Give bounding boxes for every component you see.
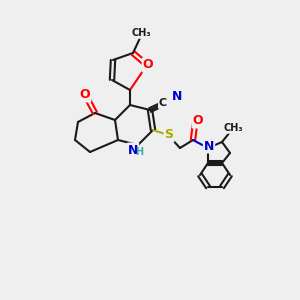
- Text: CH₃: CH₃: [223, 123, 243, 133]
- Text: N: N: [128, 143, 138, 157]
- Text: O: O: [193, 115, 203, 128]
- Text: O: O: [80, 88, 90, 101]
- Text: S: S: [164, 128, 173, 142]
- Text: N: N: [204, 140, 214, 152]
- Text: O: O: [143, 58, 153, 71]
- Text: CH₃: CH₃: [131, 28, 151, 38]
- Text: H: H: [135, 147, 143, 157]
- Text: C: C: [159, 98, 167, 108]
- Text: N: N: [172, 89, 182, 103]
